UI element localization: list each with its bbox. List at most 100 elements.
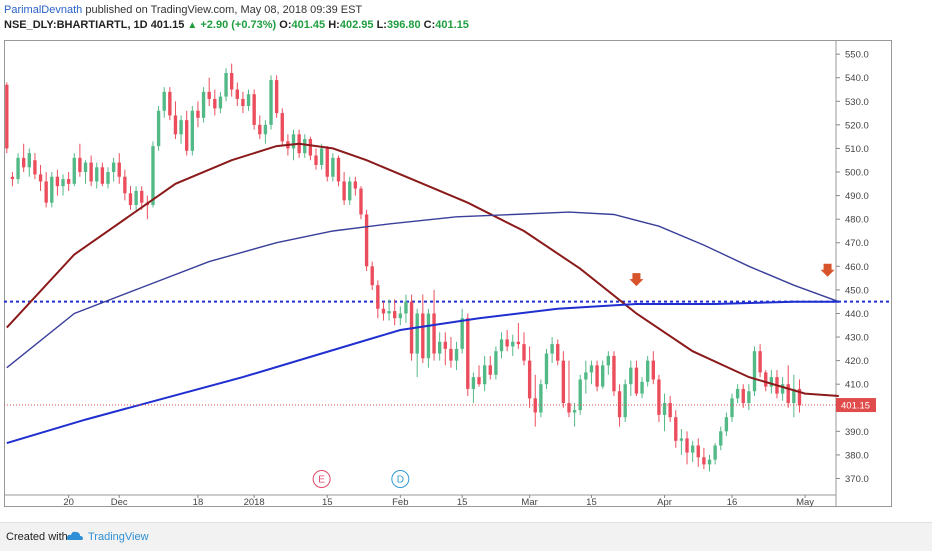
open-value: 401.45 — [291, 19, 326, 31]
candle-body — [426, 313, 431, 359]
candle-down — [696, 438, 700, 467]
candle-up — [780, 377, 785, 401]
candle-down — [668, 395, 672, 422]
candle-up — [707, 454, 712, 472]
candle-body — [269, 80, 273, 125]
candle-body — [179, 120, 183, 135]
y-tick-label: 470.0 — [845, 238, 869, 249]
candle-up — [83, 160, 88, 184]
candlestick-chart[interactable]: 370.0380.0390.0400.0410.0420.0430.0440.0… — [4, 40, 892, 508]
candle-down — [364, 209, 369, 272]
last-price-badge-text: 401.15 — [841, 401, 870, 412]
candle-body — [527, 360, 532, 399]
candle-down — [527, 346, 532, 408]
candle-down — [359, 186, 363, 220]
candle-body — [696, 445, 700, 458]
candle-up — [224, 68, 228, 102]
candle-down — [466, 313, 470, 396]
candle-up — [437, 332, 442, 361]
y-tick-label: 480.0 — [845, 215, 869, 226]
candle-up — [162, 87, 166, 118]
candle-body — [151, 146, 155, 206]
candle-body — [246, 94, 251, 107]
candle-up — [269, 75, 273, 130]
x-tick-label: Feb — [392, 497, 408, 507]
candle-down — [685, 431, 689, 465]
moving-average-ma_navy — [6, 211, 840, 369]
candle-down — [241, 91, 245, 114]
candle-up — [348, 176, 352, 206]
candle-body — [404, 301, 408, 314]
candle-body — [674, 417, 678, 441]
chart-area[interactable]: 370.0380.0390.0400.0410.0420.0430.0440.0… — [4, 40, 892, 508]
earnings-marker — [312, 470, 331, 488]
candle-up — [662, 393, 667, 432]
candle-down — [173, 101, 178, 140]
candle-body — [5, 84, 9, 149]
author-link[interactable]: ParimalDevnath — [4, 4, 83, 16]
candle-body — [353, 181, 358, 189]
candle-body — [769, 377, 774, 387]
candle-body — [719, 431, 723, 446]
x-tick-label: 18 — [193, 497, 204, 507]
candle-up — [747, 384, 751, 411]
candle-body — [516, 341, 521, 345]
candle-body — [100, 167, 105, 184]
candle-body — [707, 459, 712, 465]
tradingview-cloud-icon — [66, 531, 83, 540]
candle-body — [735, 388, 740, 399]
candle-up — [303, 134, 307, 158]
candle-up — [606, 351, 611, 375]
candle-down — [252, 89, 256, 130]
candle-down — [229, 63, 234, 97]
candle-up — [16, 153, 20, 184]
candle-up — [640, 377, 644, 399]
candle-up — [769, 370, 774, 394]
candle-body — [207, 91, 211, 99]
candle-body — [432, 313, 436, 354]
candle-body — [89, 162, 93, 182]
candle-down — [280, 108, 284, 147]
candle-down — [207, 77, 211, 107]
candle-up — [106, 167, 110, 189]
candle-down — [5, 82, 9, 154]
candle-body — [348, 181, 352, 201]
last-price: 401.15 — [150, 19, 185, 31]
candle-body — [235, 89, 239, 99]
candle-down — [123, 169, 127, 201]
candle-body — [66, 179, 71, 184]
candle-body — [561, 360, 566, 404]
candle-up — [499, 332, 504, 359]
candle-body — [16, 157, 20, 180]
candle-body — [331, 157, 335, 177]
candle-down — [21, 143, 26, 173]
candle-body — [33, 160, 37, 175]
tradingview-logo-text[interactable]: TradingView — [88, 531, 149, 543]
y-tick-label: 440.0 — [845, 309, 869, 320]
y-tick-label: 550.0 — [845, 50, 869, 61]
candle-down — [314, 148, 318, 170]
candle-up — [398, 306, 403, 326]
candle-up — [623, 379, 627, 422]
candle-up — [544, 348, 549, 389]
candle-body — [651, 360, 655, 380]
candle-body — [185, 120, 189, 151]
candle-down — [55, 169, 60, 196]
candle-body — [319, 148, 324, 165]
high-value: 402.95 — [339, 19, 374, 31]
candle-body — [38, 174, 43, 182]
candle-body — [111, 162, 116, 173]
candle-up — [601, 360, 605, 389]
candle-up — [218, 91, 223, 114]
candle-body — [505, 339, 509, 347]
candle-body — [308, 139, 313, 156]
candle-up — [713, 443, 717, 465]
candle-body — [342, 181, 346, 201]
candle-body — [140, 190, 144, 203]
candle-down — [353, 176, 358, 196]
close-value: 401.15 — [435, 19, 469, 31]
x-tick-label: Mar — [521, 497, 537, 507]
candle-body — [572, 410, 577, 413]
candle-down — [674, 410, 678, 448]
candle-body — [629, 367, 633, 385]
